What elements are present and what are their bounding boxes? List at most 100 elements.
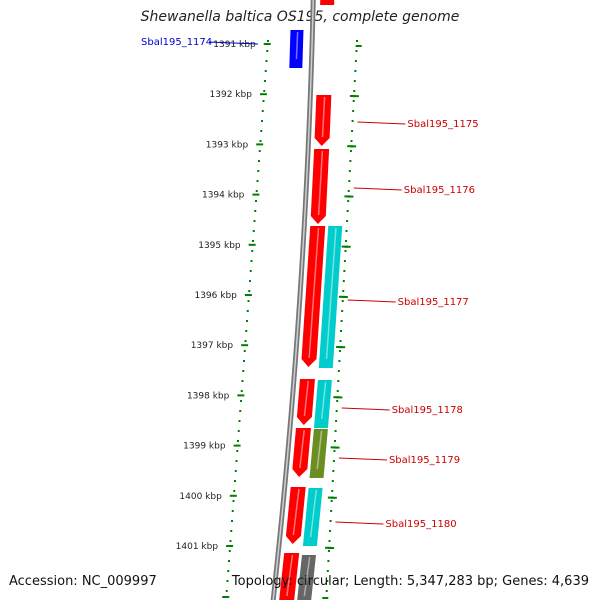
ruler-dot-right [342, 280, 345, 282]
ruler-dot-right [338, 350, 341, 352]
ruler-dot-left [242, 370, 245, 372]
ruler-dot-left [249, 280, 251, 282]
gene-sbal195-1180-block-shine [292, 488, 300, 536]
ruler-label: 1392 kbp [210, 90, 253, 100]
ruler-dot-right [346, 220, 349, 222]
gene-sbal195-1179-block [292, 428, 311, 477]
ruler-dot-left [229, 540, 232, 542]
ruler-dot-right [352, 110, 355, 112]
ruler-tick-right [333, 396, 340, 399]
ruler-dot-left [249, 270, 252, 272]
ruler-tick [256, 143, 264, 146]
ruler-label: 1399 kbp [183, 442, 226, 452]
ruler-dot-right [341, 300, 344, 302]
ruler-dot-left [228, 550, 231, 552]
ruler-dot-right [341, 310, 344, 312]
ruler-dot-left [253, 220, 256, 222]
map-title: Shewanella baltica OS195, complete genom… [140, 9, 460, 25]
ruler-dot-left [237, 430, 240, 432]
ruler-dot-left [233, 490, 236, 492]
ruler-dot-left [250, 260, 253, 262]
ruler-dot-right [326, 580, 329, 582]
ruler-tick-right [325, 546, 332, 549]
ruler-label: 1393 kbp [206, 140, 249, 150]
ruler-tick [226, 545, 234, 547]
ruler-dot-right [336, 390, 339, 392]
ruler-dot-left [235, 460, 238, 462]
gene-label-sbal195-1177: Sbal195_1177 [398, 297, 469, 308]
gene-sbal195-1178-block-shine [303, 380, 309, 417]
ruler-dot-left [264, 80, 266, 82]
ruler-dot-left [243, 350, 246, 352]
ruler-dot-left [228, 560, 230, 562]
ruler-dot-right [352, 100, 355, 102]
ruler-dot-left [232, 500, 235, 502]
accession-label: Accession: NC_009997 [9, 574, 157, 589]
ruler-dot-left [247, 300, 250, 302]
ruler-label: 1394 kbp [202, 191, 245, 201]
ruler-dot-left [259, 140, 262, 142]
ruler-dot-left [239, 410, 242, 412]
ruler-dot-right [337, 380, 340, 382]
ruler-dot-left [230, 530, 233, 532]
ruler-dot-right [351, 120, 354, 122]
ruler-dot-right [345, 230, 348, 232]
ruler-tick [263, 43, 271, 45]
ruler-dot-right [331, 480, 334, 482]
ruler-dot-left [246, 320, 248, 322]
ruler-dot-left [261, 120, 263, 122]
ruler-dot-right [353, 90, 356, 92]
gene-sbal195-1179-block-shine [299, 429, 305, 469]
ruler-dot-right [346, 210, 349, 212]
gene-block-bottom [279, 553, 300, 600]
ruler-dot-left [241, 380, 244, 382]
gene-sbal195-1176-block [310, 149, 330, 224]
gene-sbal195-1176-block-shine [317, 150, 324, 216]
ruler-dot-right [340, 320, 343, 322]
leader-line [341, 407, 390, 411]
ruler-label: 1396 kbp [194, 291, 237, 301]
gene-sbal195-1180-block [285, 487, 306, 544]
ruler-dot-left [266, 50, 269, 52]
ruler-dot-left [240, 390, 243, 392]
ruler-dot-right [340, 330, 343, 332]
ruler-dot-right [325, 590, 328, 592]
gene-sbal195-1177-block-shine [308, 227, 320, 359]
leader-line [357, 121, 406, 125]
ruler-dot-left [234, 470, 237, 472]
track-block-1177-shine [325, 227, 337, 360]
ruler-dot-left [251, 250, 254, 252]
gene-block-bottom-shine [286, 554, 294, 597]
ruler-dot-right [356, 40, 358, 42]
ruler-dot-right [351, 130, 354, 132]
ruler-dot-right [348, 180, 351, 182]
ruler-dot-left [256, 180, 259, 182]
ruler-dot-right [326, 570, 329, 572]
ruler-dot-right [327, 550, 330, 552]
ruler-tick [259, 93, 267, 96]
ruler-dot-right [350, 140, 353, 142]
ruler-tick [241, 344, 249, 347]
ruler-dot-left [246, 310, 249, 312]
ruler-dot-left [260, 130, 263, 132]
ruler-tick-right [338, 295, 345, 298]
ruler-dot-right [332, 470, 335, 472]
track-block-1180-shine [309, 489, 318, 538]
ruler-dot-left [227, 570, 230, 572]
ruler-dot-left [252, 240, 254, 242]
leader-line [335, 521, 384, 525]
gene-label-sbal195-1175: Sbal195_1175 [407, 119, 478, 130]
ruler-label: 1391 kbp [213, 40, 256, 50]
ruler-dot-right [344, 250, 347, 252]
ruler-dot-left [252, 230, 255, 232]
ruler-tick-right [322, 597, 329, 599]
ruler-dot-left [258, 150, 261, 152]
gene-label-sbal195-1179: Sbal195_1179 [389, 455, 460, 466]
ruler-dot-right [343, 270, 346, 272]
ruler-dot-right [349, 160, 352, 162]
ruler-dot-left [248, 290, 251, 292]
ruler-dot-right [329, 520, 332, 522]
leader-line [208, 41, 259, 45]
